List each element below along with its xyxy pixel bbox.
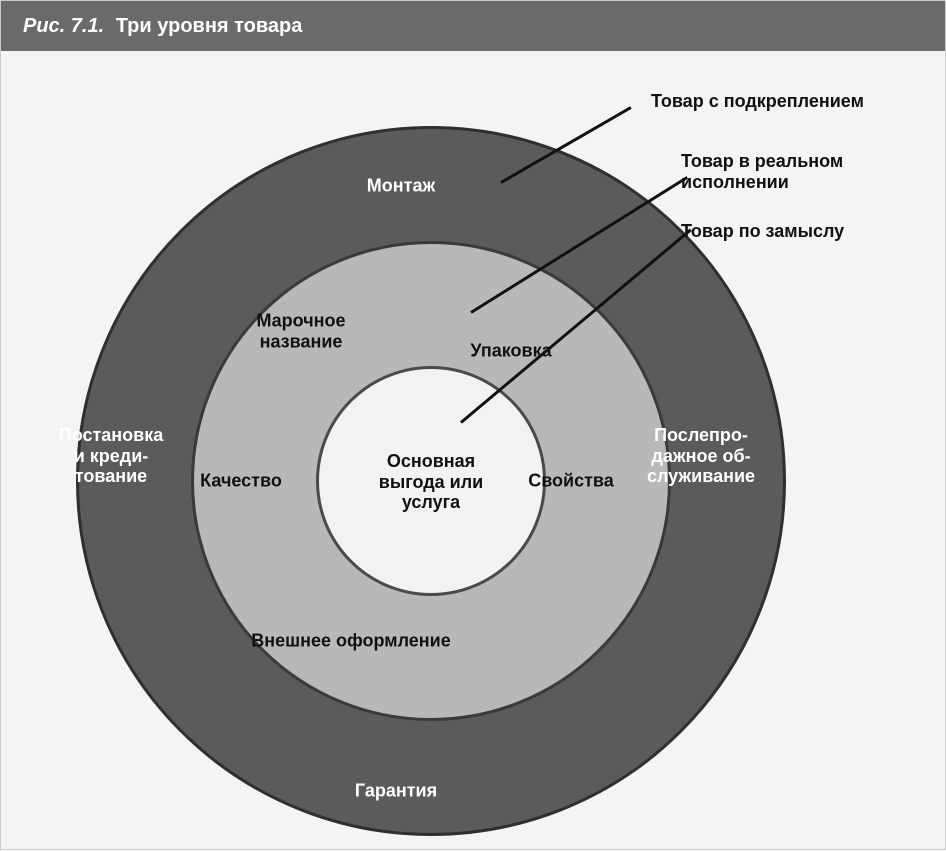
middle-label-4: Внешнее оформление — [251, 631, 451, 652]
middle-label-3: Свойства — [528, 471, 614, 492]
middle-label-1: Упаковка — [470, 341, 551, 362]
middle-label-2: Качество — [200, 471, 282, 492]
callout-2: Товар по замыслу — [681, 221, 844, 242]
outer-label-2: Послепро-дажное об-служивание — [647, 425, 755, 487]
outer-label-1: Постановкаи креди-тование — [59, 425, 163, 487]
figure-title: Три уровня товара — [116, 15, 303, 37]
page: Рис. 7.1. Три уровня товара Основнаявыго… — [0, 0, 946, 850]
outer-label-3: Гарантия — [355, 781, 437, 802]
figure-header: Рис. 7.1. Три уровня товара — [1, 1, 945, 51]
callout-1: Товар в реальномисполнении — [681, 151, 843, 192]
callout-0: Товар с подкреплением — [651, 91, 864, 112]
outer-label-0: Монтаж — [367, 176, 435, 197]
diagram-canvas: Основнаявыгода илиуслуга Марочноеназвание… — [1, 51, 946, 851]
middle-label-0: Марочноеназвание — [256, 310, 345, 351]
center-label: Основнаявыгода илиуслуга — [331, 451, 531, 513]
figure-number: Рис. 7.1. — [23, 15, 104, 37]
